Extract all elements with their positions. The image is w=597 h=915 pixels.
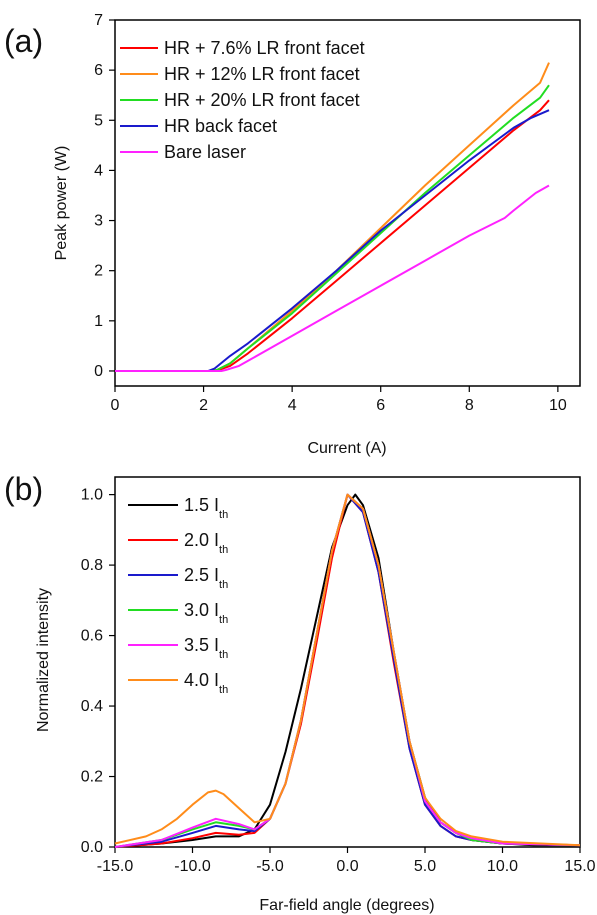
panel-a-plot-frame (114, 19, 581, 387)
panel-b-y-tick-label: 0.2 (81, 769, 103, 786)
panel-a-legend-label: HR + 7.6% LR front facet (164, 38, 365, 58)
panel-b: (b) -15.0 -10.0 -5.0 0.0 5.0 10.0 15.0 0.0 0.2 0.… (4, 471, 596, 914)
panel-b-legend-label: 2.5 Ith (184, 565, 228, 591)
panel-a-y-tick-label: 4 (94, 162, 103, 179)
panel-b-legend-label: 2.0 Ith (184, 530, 228, 556)
panel-a: (a) 0 2 4 6 8 10 0 1 2 3 4 5 6 7 HR + 7.6% LR front f… (4, 12, 581, 457)
panel-b-x-tick-label: 15.0 (564, 858, 595, 875)
panel-a-y-axis-label: Peak power (W) (53, 146, 70, 261)
panel-b-x-axis-label: Far-field angle (degrees) (259, 897, 434, 914)
panel-b-y-tick-label: 0.4 (81, 698, 103, 715)
panel-b-legend-label: 3.0 Ith (184, 600, 228, 626)
panel-a-y-tick-label: 0 (94, 363, 103, 380)
panel-b-x-tick-label: 0.0 (336, 858, 358, 875)
panel-a-y-tick-label: 2 (94, 263, 103, 280)
panel-a-x-tick-label: 0 (111, 397, 120, 414)
panel-a-series-line (115, 109, 550, 372)
panel-a-legend-label: HR + 12% LR front facet (164, 64, 360, 84)
panel-b-x-tick-label: 5.0 (414, 858, 436, 875)
panel-b-y-tick-label: 1.0 (81, 487, 103, 504)
panel-a-x-tick-label: 2 (199, 397, 208, 414)
panel-a-series-line (115, 184, 550, 372)
panel-a-x-tick-label: 10 (549, 397, 567, 414)
panel-a-series-lines (115, 62, 550, 372)
panel-a-x-tick-label: 4 (288, 397, 297, 414)
panel-a-y-tick-label: 3 (94, 213, 103, 230)
panel-a-y-tick-label: 6 (94, 62, 103, 79)
panel-b-series-lines (114, 493, 581, 848)
panel-a-legend-label: HR + 20% LR front facet (164, 90, 360, 110)
panel-b-label: (b) (4, 471, 43, 507)
panel-b-x-tick-label: -15.0 (97, 858, 134, 875)
panel-a-x-tick-label: 8 (465, 397, 474, 414)
panel-a-x-tick-label: 6 (376, 397, 385, 414)
panel-b-x-tick-label: -5.0 (256, 858, 284, 875)
panel-b-ticks: -15.0 -10.0 -5.0 0.0 5.0 10.0 15.0 0.0 0.2 0.4 0.6… (81, 487, 596, 875)
panel-a-legend-label: HR back facet (164, 116, 277, 136)
panel-a-series-line (115, 99, 550, 372)
panel-a-legend-label: Bare laser (164, 142, 246, 162)
panel-b-legend: 1.5 Ith 2.0 Ith 2.5 Ith 3.0 Ith 3.5 Ith 4.0 I… (128, 495, 228, 696)
panel-b-y-tick-label: 0.6 (81, 628, 103, 645)
panel-b-y-tick-label: 0.0 (81, 839, 103, 856)
panel-b-x-tick-label: 10.0 (487, 858, 518, 875)
panel-b-legend-label: 1.5 Ith (184, 495, 228, 521)
panel-b-x-tick-label: -10.0 (174, 858, 211, 875)
panel-b-legend-label: 3.5 Ith (184, 635, 228, 661)
panel-b-legend-label: 4.0 Ith (184, 670, 228, 696)
panel-b-y-tick-label: 0.8 (81, 557, 103, 574)
panel-b-y-axis-label: Normalized intensity (35, 588, 52, 732)
panel-a-x-axis-label: Current (A) (307, 440, 386, 457)
panel-a-legend: HR + 7.6% LR front facet HR + 12% LR fron… (120, 38, 365, 162)
panel-a-y-tick-label: 5 (94, 112, 103, 129)
panel-a-ticks: 0 2 4 6 8 10 0 1 2 3 4 5 6 7 (94, 12, 567, 414)
panel-b-series-line (114, 493, 581, 847)
panel-a-label: (a) (4, 23, 43, 59)
panel-a-y-tick-label: 7 (94, 12, 103, 29)
panel-a-y-tick-label: 1 (94, 313, 103, 330)
